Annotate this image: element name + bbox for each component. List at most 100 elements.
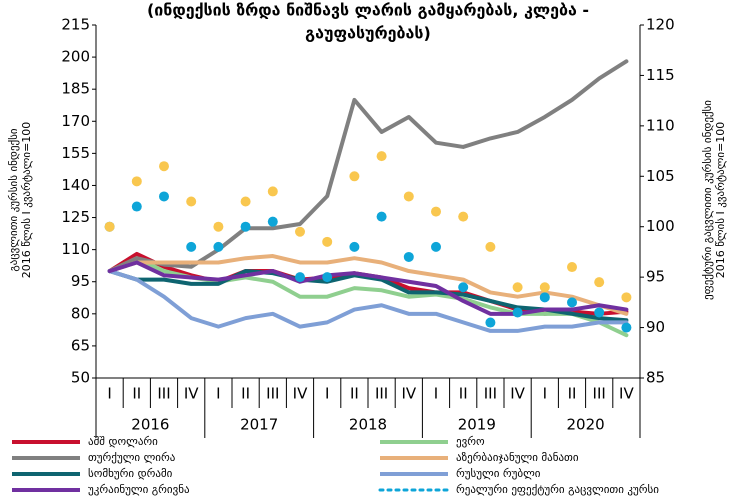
y-tick-label: 80: [71, 304, 90, 322]
x-tick-label: IV: [619, 385, 634, 403]
dot: [104, 221, 115, 232]
x-tick-label: III: [266, 385, 279, 403]
dot: [539, 282, 550, 293]
y-tick-label: 170: [61, 112, 90, 130]
y-tick-label: 215: [61, 16, 90, 34]
y-tick-label: 185: [61, 80, 90, 98]
y-tick-label: 140: [61, 176, 90, 194]
dot: [621, 322, 632, 333]
y2-tick-label: 85: [646, 369, 665, 387]
y-tick-label: 50: [71, 369, 90, 387]
y-tick-label: 65: [71, 336, 90, 354]
legend-label: აშშ დოლარი: [88, 435, 158, 448]
line: [107, 59, 629, 274]
chart-title: (ინდექსის ზრდა ნიშნავს ლარის გამყარებას,…: [147, 1, 589, 20]
y-tick-label: 110: [61, 240, 90, 258]
dot: [159, 191, 169, 202]
line: [107, 269, 629, 333]
dot: [403, 191, 414, 202]
dot: [240, 221, 251, 232]
dot: [349, 171, 360, 182]
line: [107, 260, 629, 316]
year-label: 2019: [458, 416, 496, 434]
dot: [567, 262, 577, 273]
x-tick-label: II: [241, 385, 250, 403]
legend-label: აზერბაიჯანული მანათი: [456, 451, 579, 464]
y2-tick-label: 90: [646, 318, 665, 336]
legend-label: რეალური ეფექტური გაცვლითი კურსი: [456, 483, 659, 496]
dot: [213, 221, 224, 232]
dot: [295, 226, 305, 237]
dot: [131, 201, 142, 212]
y2-tick-label: 120: [646, 16, 675, 34]
dot: [376, 151, 387, 162]
x-tick-label: I: [543, 385, 547, 403]
y2-axis-label-line: 2016 წლის I კვარტალი=100: [714, 122, 727, 279]
y-axis-label-line: გაცვლითი კურსის ინდექსი: [7, 128, 20, 272]
dot: [131, 176, 142, 187]
x-tick-label: III: [375, 385, 388, 403]
year-label: 2017: [240, 416, 278, 434]
dot: [267, 186, 278, 197]
legend-label: სომხური დრამი: [88, 467, 173, 480]
x-tick-label: I: [325, 385, 329, 403]
y-tick-label: 95: [71, 272, 90, 290]
y2-axis-label-line: ეფექტური გაცვლითი კურსის ინდექსი: [701, 100, 714, 300]
x-tick-label: I: [107, 385, 111, 403]
x-tick-label: IV: [510, 385, 525, 403]
dot: [512, 307, 523, 318]
dot: [594, 277, 605, 288]
legend-label: თურქული ლირა: [88, 451, 176, 464]
dot: [594, 307, 605, 318]
dot: [186, 241, 197, 252]
dot: [240, 196, 251, 207]
dot: [322, 272, 333, 283]
y-tick-label: 155: [61, 144, 90, 162]
x-tick-label: IV: [293, 385, 308, 403]
legend-label: უკრაინული გრივნა: [88, 483, 190, 496]
dot: [431, 206, 441, 217]
year-label: 2018: [349, 416, 387, 434]
legend-label: რუსული რუბლი: [456, 467, 541, 480]
dot: [458, 282, 469, 293]
dot: [186, 196, 197, 207]
legend-label: ევრო: [456, 435, 485, 448]
dot: [322, 236, 333, 247]
year-label: 2020: [567, 416, 605, 434]
y2-tick-label: 100: [646, 217, 675, 235]
y2-tick-label: 110: [646, 116, 675, 134]
dot: [295, 272, 305, 283]
dot: [485, 241, 496, 252]
x-tick-label: II: [350, 385, 359, 403]
y-axis-label-line: 2016 წლის I კვარტალი=100: [20, 122, 33, 279]
x-tick-label: IV: [184, 385, 199, 403]
x-tick-label: I: [216, 385, 220, 403]
dot: [213, 241, 224, 252]
y2-axis-label: ეფექტური გაცვლითი კურსის ინდექსი 2016 წლ…: [701, 100, 727, 300]
x-tick-label: I: [434, 385, 438, 403]
x-tick-label: III: [484, 385, 497, 403]
dot: [485, 317, 496, 328]
y-tick-label: 200: [61, 48, 90, 66]
year-label: 2016: [131, 416, 169, 434]
dot: [403, 251, 414, 262]
dot: [376, 211, 387, 222]
dot: [567, 297, 577, 308]
x-tick-label: III: [157, 385, 170, 403]
dot: [431, 241, 441, 252]
dot: [458, 211, 469, 222]
dot: [349, 241, 360, 252]
x-tick-label: III: [593, 385, 606, 403]
x-tick-label: II: [132, 385, 141, 403]
line: [107, 254, 629, 316]
y2-tick-label: 115: [646, 66, 675, 84]
y2-tick-label: 105: [646, 167, 675, 185]
dot: [539, 292, 550, 303]
dot: [621, 292, 632, 303]
chart-title: გაუფასურებას): [305, 24, 431, 43]
y2-tick-label: 95: [646, 268, 665, 286]
dot: [267, 216, 278, 227]
x-tick-label: II: [459, 385, 468, 403]
x-tick-label: II: [568, 385, 577, 403]
